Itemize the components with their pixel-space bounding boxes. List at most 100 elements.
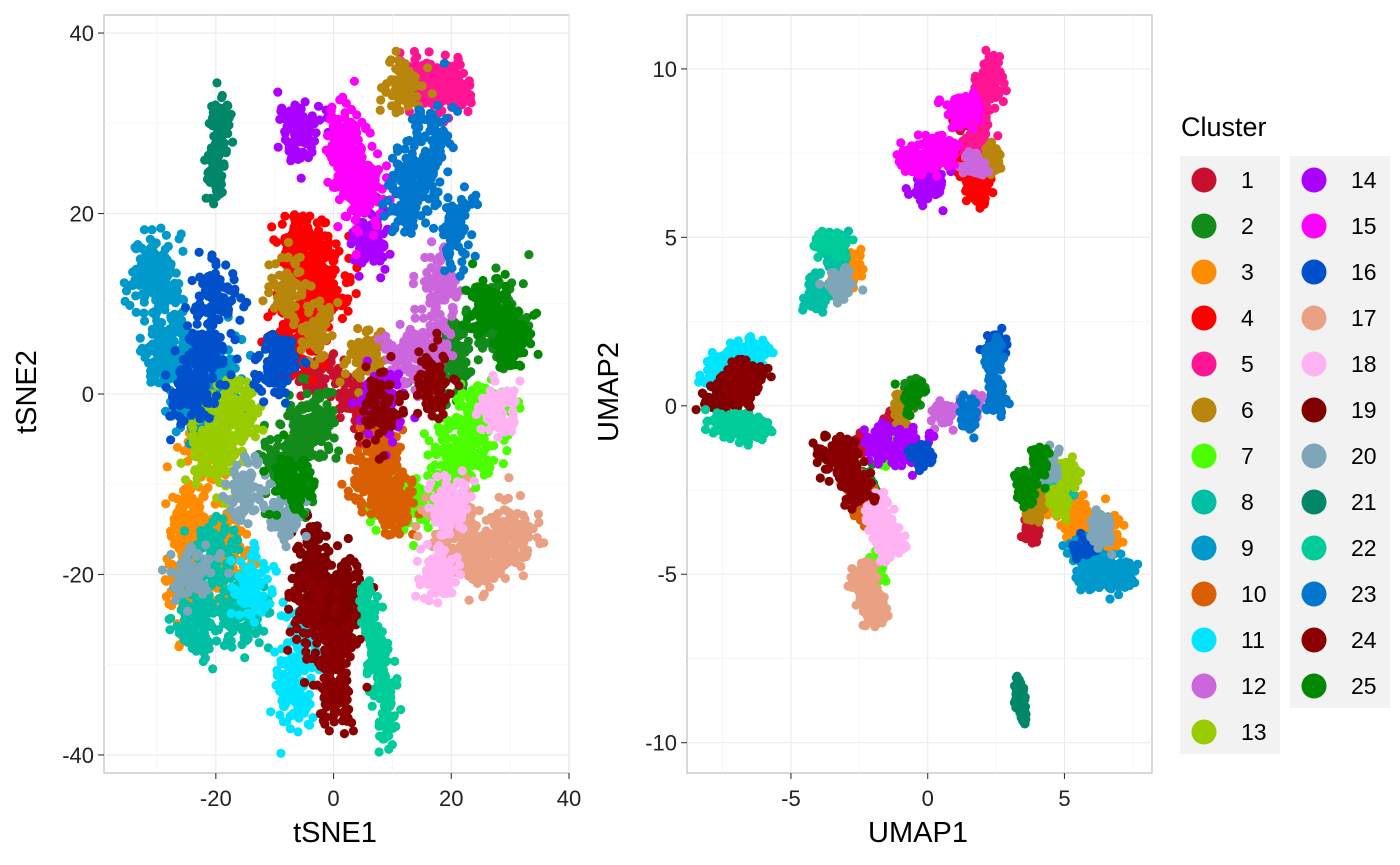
scatter-point: [135, 333, 145, 343]
scatter-point: [464, 440, 474, 450]
scatter-point: [289, 320, 299, 330]
scatter-point: [293, 225, 303, 235]
scatter-point: [198, 454, 208, 464]
scatter-point: [220, 522, 230, 533]
scatter-point: [445, 83, 455, 93]
scatter-point: [140, 316, 150, 326]
scatter-point: [391, 463, 401, 473]
scatter-point: [425, 252, 436, 262]
scatter-point: [317, 433, 327, 443]
scatter-point: [305, 720, 315, 730]
scatter-point: [273, 142, 283, 152]
scatter-point: [271, 566, 281, 576]
scatter-point: [278, 697, 288, 707]
scatter-point: [218, 514, 228, 524]
scatter-point: [400, 91, 410, 101]
scatter-point: [153, 325, 163, 335]
scatter-point: [274, 270, 284, 280]
scatter-point: [131, 244, 141, 254]
scatter-point: [306, 143, 316, 153]
scatter-point: [208, 664, 218, 674]
scatter-point: [295, 267, 305, 277]
scatter-point: [162, 359, 172, 369]
scatter-point: [477, 343, 488, 353]
scatter-point: [309, 360, 319, 370]
scatter-point: [390, 524, 400, 534]
scatter-point: [446, 329, 456, 340]
scatter-point: [265, 452, 275, 462]
scatter-point: [377, 487, 387, 497]
scatter-point: [323, 441, 333, 451]
scatter-point: [402, 512, 413, 523]
scatter-point: [423, 281, 433, 291]
scatter-point: [267, 588, 277, 598]
scatter-point: [293, 442, 304, 453]
scatter-point: [190, 616, 200, 626]
scatter-point: [232, 429, 242, 439]
scatter-point: [319, 252, 329, 262]
scatter-point: [208, 605, 218, 615]
scatter-point: [288, 656, 298, 667]
scatter-point: [176, 458, 186, 468]
scatter-point: [179, 526, 190, 536]
scatter-point: [269, 235, 279, 245]
scatter-point: [276, 748, 286, 758]
scatter-point: [461, 357, 471, 368]
scatter-point: [192, 505, 202, 516]
scatter-point: [154, 356, 164, 366]
scatter-point: [198, 492, 208, 502]
scatter-point: [139, 308, 149, 318]
scatter-point: [295, 252, 305, 262]
scatter-point: [360, 473, 370, 483]
scatter-point: [422, 267, 432, 278]
scatter-point: [172, 621, 182, 631]
scatter-point: [454, 401, 464, 411]
scatter-point: [258, 296, 268, 306]
scatter-point: [482, 461, 492, 471]
scatter-point: [174, 234, 184, 244]
scatter-point: [322, 387, 332, 397]
scatter-point: [430, 445, 440, 455]
scatter-point: [258, 558, 268, 568]
scatter-point: [522, 312, 532, 323]
scatter-point: [180, 475, 191, 485]
scatter-point: [389, 75, 399, 85]
scatter-point: [289, 676, 299, 686]
scatter-point: [146, 245, 156, 256]
scatter-point: [260, 441, 270, 451]
scatter-point: [139, 261, 149, 271]
scatter-point: [194, 600, 204, 611]
scatter-point: [290, 130, 300, 140]
scatter-point: [170, 327, 180, 337]
scatter-point: [227, 410, 237, 420]
scatter-point: [351, 289, 361, 299]
scatter-point: [229, 437, 239, 447]
scatter-point: [200, 653, 210, 663]
scatter-point: [161, 499, 171, 509]
scatter-point: [309, 290, 319, 300]
scatter-point: [446, 445, 456, 455]
scatter-point: [230, 397, 240, 407]
scatter-point: [276, 611, 286, 621]
scatter-point: [394, 471, 404, 481]
scatter-point: [280, 127, 290, 137]
scatter-point: [440, 50, 450, 60]
scatter-point: [208, 445, 218, 455]
scatter-point: [287, 407, 297, 417]
scatter-point: [408, 498, 418, 508]
scatter-point: [419, 313, 429, 323]
scatter-point: [318, 451, 329, 461]
scatter-point: [399, 351, 409, 361]
scatter-point: [162, 462, 172, 472]
scatter-point: [172, 494, 182, 504]
scatter-point: [404, 486, 414, 496]
scatter-point: [356, 501, 366, 511]
scatter-point: [245, 418, 255, 428]
scatter-point: [308, 234, 318, 244]
scatter-point: [148, 339, 158, 349]
scatter-point: [326, 357, 336, 367]
scatter-point: [204, 467, 214, 477]
scatter-point: [174, 642, 184, 652]
scatter-point: [191, 479, 201, 489]
